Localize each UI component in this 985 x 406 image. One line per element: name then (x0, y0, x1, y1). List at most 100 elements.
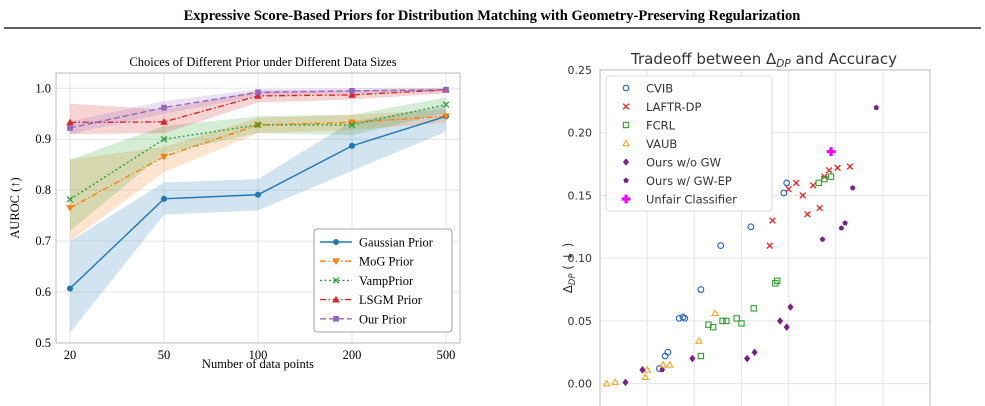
point-fcrl (697, 352, 705, 360)
point-ours-w-gw-ep (849, 185, 856, 191)
point-vaub (643, 365, 652, 373)
point-vampprior (442, 101, 450, 108)
point-laftr-dp (846, 163, 854, 170)
legend-label-our-prior: Our Prior (359, 312, 407, 326)
chart2-y-tick-label: 0.05 (568, 315, 593, 328)
band-gaussian-prior (70, 106, 446, 333)
legend-label-gaussian-prior: Gaussian Prior (359, 236, 434, 250)
chart1-x-tick-label: 200 (343, 348, 362, 362)
point-our-prior (255, 89, 261, 96)
line-mog-prior (69, 115, 447, 209)
point-vaub (602, 379, 611, 387)
point-fcrl (709, 323, 717, 331)
chart1-y-tick-label: 0.6 (35, 285, 51, 299)
point-laftr-dp (766, 242, 774, 249)
point-ours-w-o-gw (777, 317, 784, 325)
point-ours-w-o-gw (744, 354, 751, 363)
point-mog-prior (66, 205, 74, 212)
point-ours-w-o-gw (689, 354, 696, 363)
legend-marker-vaub (622, 139, 630, 147)
point-vaub (711, 309, 719, 317)
chart2-legend: CVIB LAFTR-DP FCRL VAUB Ours w/o GW Ours w/ G… (605, 75, 773, 212)
point-vaub (695, 336, 703, 344)
point-ours-w-gw-ep (873, 104, 879, 110)
legend-marker-vampprior (332, 277, 340, 284)
point-lsgm-prior (160, 118, 168, 125)
chart1-y-tick-label: 0.7 (35, 234, 51, 248)
legend-marker-ours-w-gw-ep (623, 177, 629, 183)
legend-label-cvib: CVIB (646, 82, 673, 96)
chart1-title: Choices of Different Prior under Differe… (129, 55, 396, 69)
point-lsgm-prior (66, 118, 74, 126)
chart1-markers (66, 86, 450, 292)
point-ours-w-o-gw (622, 378, 629, 387)
point-fcrl (774, 277, 781, 284)
point-lsgm-prior (348, 91, 356, 98)
point-cvib (717, 242, 725, 250)
point-ours-w-gw-ep (659, 366, 665, 373)
point-laftr-dp (804, 210, 811, 218)
point-mog-prior (160, 153, 168, 161)
point-vampprior (66, 196, 74, 203)
point-ours-w-o-gw (751, 348, 758, 357)
point-ours-w-gw-ep (819, 236, 826, 242)
legend-marker-lsgm-prior (332, 295, 340, 303)
line-chart-auroc: Choices of Different Prior under Differe… (8, 55, 461, 371)
point-ours-w-o-gw (787, 303, 794, 311)
chart2-y-axis-label: ΔDP ( ↓ ) (561, 243, 577, 294)
legend-marker-our-prior (333, 315, 339, 322)
legend-marker-mog-prior (332, 258, 340, 265)
point-vaub (611, 378, 619, 386)
point-ours-w-gw-ep (838, 225, 845, 231)
chart2-y-tick-label: 0.00 (568, 378, 593, 391)
point-our-prior (443, 86, 449, 93)
point-laftr-dp (799, 192, 807, 199)
point-fcrl (738, 320, 745, 327)
point-ours-w-o-gw (783, 323, 790, 331)
point-cvib (681, 314, 689, 322)
legend-marker-gaussian-prior (332, 238, 340, 246)
point-cvib (675, 314, 683, 322)
chart2-y-ticks: 0.00 0.05 0.10 0.15 0.20 0.25 (568, 64, 593, 391)
legend-label-unfair-classifier: Unfair Classifier (646, 193, 737, 207)
chart2-y-tick-label: 0.20 (568, 127, 593, 140)
point-fcrl (827, 173, 835, 180)
point-fcrl (750, 305, 757, 312)
point-vampprior (254, 121, 262, 129)
chart1-x-tick-label: 500 (437, 348, 456, 362)
chart1-x-tick-label: 20 (64, 348, 77, 362)
point-fcrl (719, 317, 726, 325)
point-fcrl (723, 317, 730, 325)
point-cvib (747, 223, 755, 231)
chart1-legend-box (313, 228, 453, 333)
point-our-prior (161, 104, 167, 111)
point-laftr-dp (834, 164, 841, 172)
chart2-title: Tradeoff between ΔDP and Accuracy (630, 50, 897, 70)
point-fcrl (815, 179, 822, 187)
point-vampprior (160, 135, 168, 143)
legend-marker-unfair-classifier (621, 194, 631, 204)
legend-marker-ours-w-o-gw (622, 158, 630, 166)
point-laftr-dp (785, 185, 792, 193)
legend-label-ours-w-o-gw: Ours w/o GW (646, 156, 721, 170)
band-mog-prior (70, 109, 446, 242)
point-our-prior (67, 125, 73, 131)
chart1-x-tick-label: 100 (249, 348, 268, 362)
legend-label-ours-w-gw-ep: Ours w/ GW-EP (646, 174, 732, 188)
point-laftr-dp (769, 217, 776, 224)
point-vaub (641, 373, 650, 381)
point-vaub (665, 360, 674, 368)
point-vampprior (348, 121, 356, 129)
chart1-frame (55, 72, 461, 344)
point-laftr-dp (792, 179, 800, 187)
scatter-chart-tradeoff: Tradeoff between ΔDP and Accuracy 0.00 0.… (561, 50, 931, 406)
point-cvib (664, 348, 672, 356)
point-unfair-classifier (826, 147, 836, 156)
chart2-y-tick-label: 0.15 (568, 189, 593, 202)
point-ours-w-gw-ep (842, 220, 848, 226)
point-laftr-dp (816, 204, 823, 212)
chart1-y-tick-label: 0.9 (35, 132, 51, 146)
legend-marker-laftr-dp (622, 103, 630, 110)
point-mog-prior (348, 119, 356, 127)
legend-marker-cvib (622, 84, 630, 92)
